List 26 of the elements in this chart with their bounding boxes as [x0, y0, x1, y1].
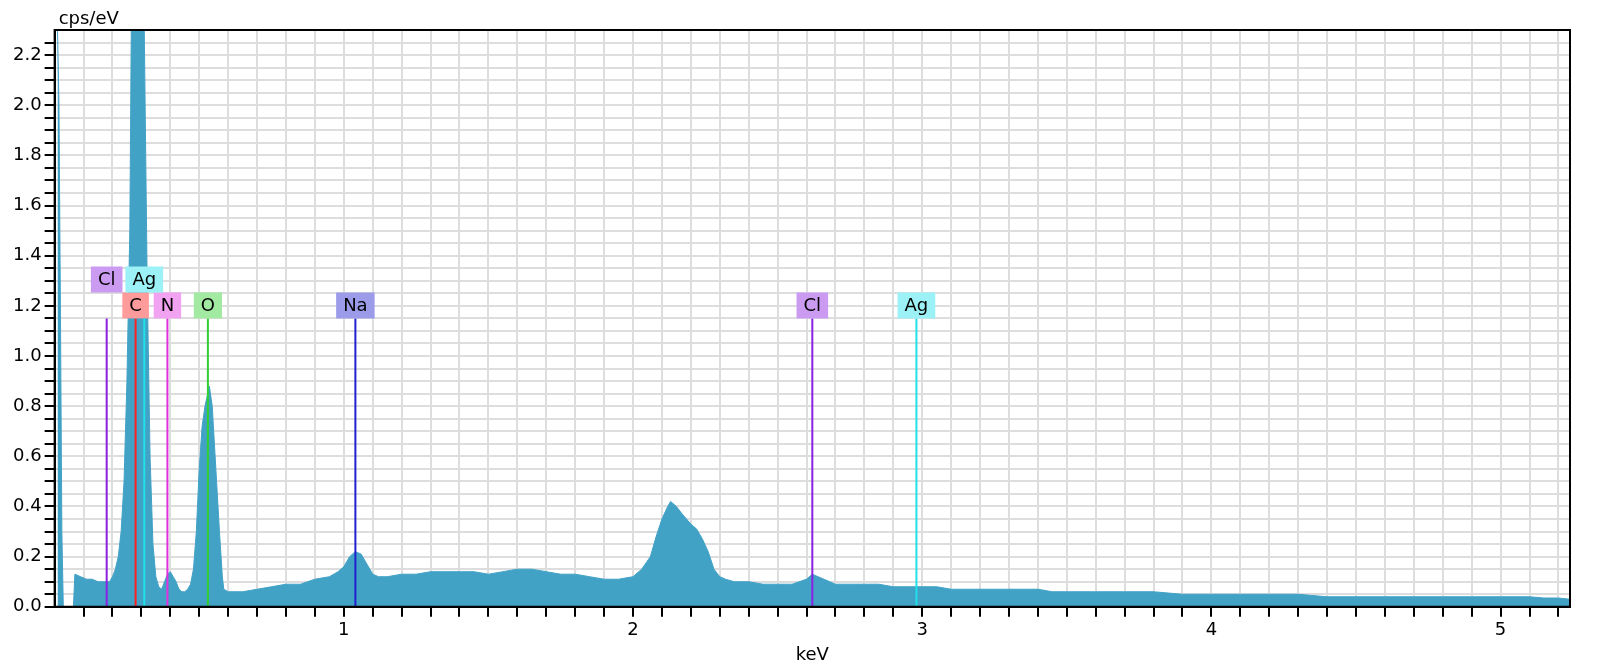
x-tick-label: 3	[916, 618, 928, 640]
y-axis-title: cps/eV	[58, 6, 120, 28]
y-tick-label: 2.0	[12, 92, 42, 114]
ref-line-label: Cl	[97, 268, 116, 290]
y-tick-label: 2.2	[12, 42, 42, 64]
x-tick-label: 2	[627, 618, 639, 640]
x-tick-label: 5	[1494, 618, 1507, 640]
y-tick-label: 1.2	[12, 293, 42, 315]
y-tick-label: 0.2	[12, 544, 42, 566]
ref-line-label: O	[200, 294, 215, 316]
ref-line-label: Na	[343, 294, 368, 316]
y-tick-label: 0.0	[12, 594, 42, 616]
y-tick-label: 0.6	[12, 444, 42, 465]
x-axis-title: keV	[795, 642, 830, 664]
x-tick-label: 1	[338, 618, 350, 640]
y-tick-label: 0.8	[12, 393, 42, 415]
y-tick-label: 1.6	[12, 193, 42, 215]
ref-line-label: N	[160, 294, 175, 316]
y-tick-label: 0.4	[12, 494, 42, 516]
ref-line-label: C	[129, 294, 142, 316]
y-tick-label: 1.4	[12, 243, 42, 265]
ref-line-label: Cl	[803, 294, 822, 316]
y-tick-label: 1.0	[12, 343, 42, 365]
y-tick-label: 1.8	[12, 143, 42, 165]
x-tick-label: 4	[1205, 618, 1218, 640]
ref-line-label: Ag	[904, 294, 929, 316]
